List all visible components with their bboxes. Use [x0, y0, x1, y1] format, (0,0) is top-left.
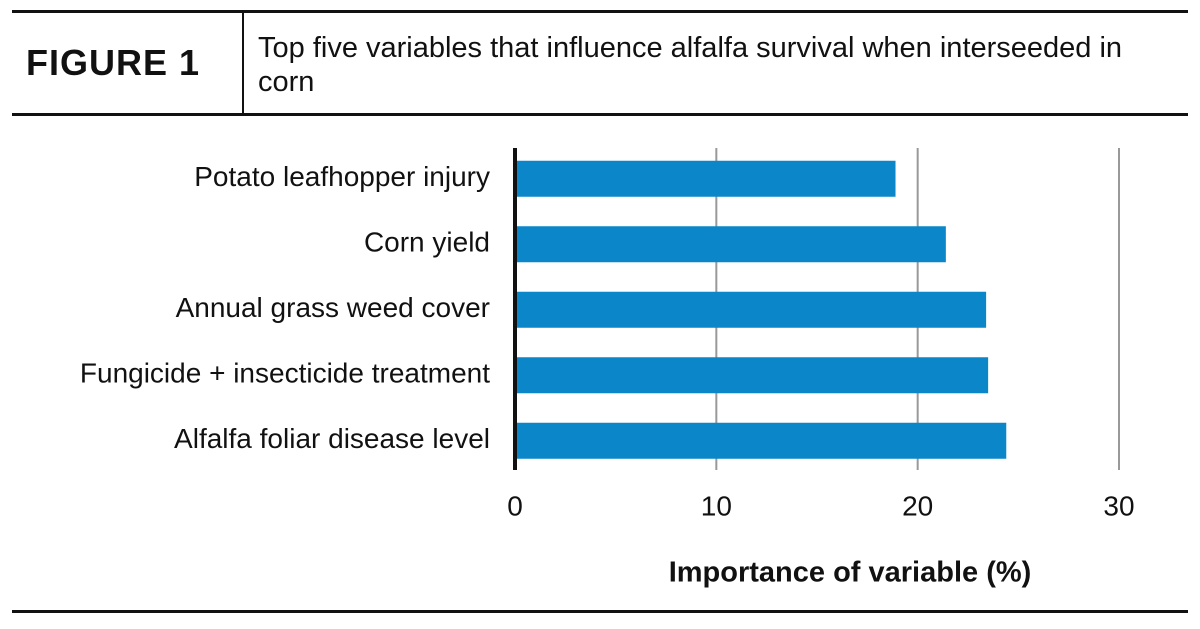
x-tick-label: 0	[507, 490, 523, 521]
x-tick-label: 20	[902, 490, 933, 521]
divider	[242, 13, 244, 113]
bar	[515, 226, 946, 263]
figure-label: FIGURE 1	[26, 42, 201, 83]
y-tick-label: Annual grass weed cover	[176, 292, 490, 323]
footer-rule	[12, 610, 1188, 613]
figure-header: FIGURE 1 Top five variables that influen…	[12, 10, 1188, 116]
chart-title: Top five variables that influence alfalf…	[258, 32, 1123, 98]
bar	[515, 422, 1007, 459]
y-tick-label: Alfalfa foliar disease level	[174, 423, 490, 454]
bar	[515, 291, 987, 328]
bar	[515, 357, 989, 394]
x-tick-label: 30	[1103, 490, 1134, 521]
y-tick-label: Corn yield	[364, 227, 490, 258]
x-axis-label: Importance of variable (%)	[669, 557, 1032, 589]
bar	[515, 160, 896, 197]
y-tick-label: Fungicide + insecticide treatment	[80, 358, 490, 389]
y-tick-label: Potato leafhopper injury	[194, 161, 490, 192]
x-tick-label: 10	[701, 490, 732, 521]
